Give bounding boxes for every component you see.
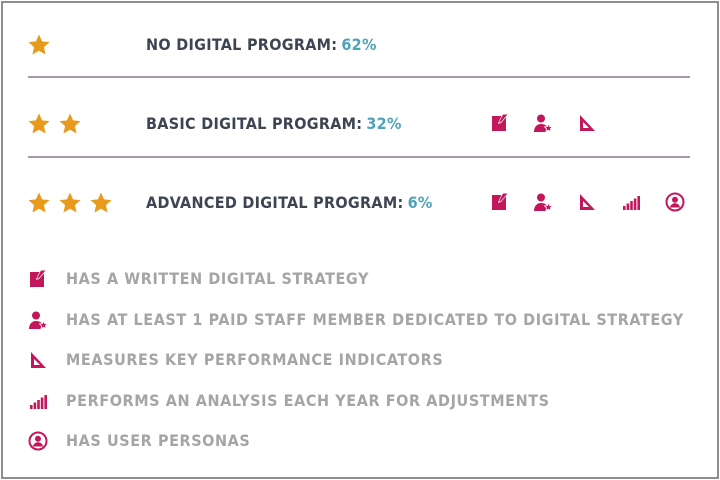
kpi-icon xyxy=(28,350,48,370)
kpi-icon xyxy=(577,113,597,133)
row-divider xyxy=(28,76,690,78)
level-percent: 62% xyxy=(341,35,377,54)
star-rating xyxy=(27,112,89,136)
annual-analysis-icon xyxy=(621,192,641,212)
level-label: ADVANCED DIGITAL PROGRAM: 6% xyxy=(146,193,433,212)
legend-text: HAS USER PERSONAS xyxy=(66,431,251,450)
kpi-icon xyxy=(577,192,597,212)
written-strategy-icon xyxy=(490,192,510,212)
written-strategy-icon xyxy=(490,113,510,133)
annual-analysis-icon xyxy=(28,391,48,411)
user-personas-icon xyxy=(665,192,685,212)
star-icon xyxy=(27,112,51,136)
level-row-basic-digital: BASIC DIGITAL PROGRAM: 32% xyxy=(0,104,720,144)
legend-text: HAS AT LEAST 1 PAID STAFF MEMBER DEDICAT… xyxy=(66,310,684,329)
star-rating xyxy=(27,191,120,215)
legend-text: HAS A WRITTEN DIGITAL STRATEGY xyxy=(66,269,370,288)
star-icon xyxy=(58,112,82,136)
user-personas-icon xyxy=(28,431,48,451)
star-icon xyxy=(58,191,82,215)
row-divider xyxy=(28,156,690,158)
legend-item-annual-analysis: PERFORMS AN ANALYSIS EACH YEAR FOR ADJUS… xyxy=(28,389,708,413)
legend-item-kpi: MEASURES KEY PERFORMANCE INDICATORS xyxy=(28,348,708,372)
legend-text: MEASURES KEY PERFORMANCE INDICATORS xyxy=(66,350,444,369)
star-icon xyxy=(89,191,113,215)
level-label: BASIC DIGITAL PROGRAM: 32% xyxy=(146,114,402,133)
legend-item-user-personas: HAS USER PERSONAS xyxy=(28,429,708,453)
legend-text: PERFORMS AN ANALYSIS EACH YEAR FOR ADJUS… xyxy=(66,391,550,410)
paid-staff-icon xyxy=(533,113,553,133)
level-percent: 6% xyxy=(407,193,433,212)
level-label: NO DIGITAL PROGRAM: 62% xyxy=(146,35,377,54)
legend-item-written-strategy: HAS A WRITTEN DIGITAL STRATEGY xyxy=(28,267,708,291)
paid-staff-icon xyxy=(28,310,48,330)
star-rating xyxy=(27,33,58,57)
star-icon xyxy=(27,191,51,215)
paid-staff-icon xyxy=(533,192,553,212)
level-row-advanced-digital: ADVANCED DIGITAL PROGRAM: 6% xyxy=(0,183,720,223)
legend-item-paid-staff: HAS AT LEAST 1 PAID STAFF MEMBER DEDICAT… xyxy=(28,308,708,332)
level-row-no-digital: NO DIGITAL PROGRAM: 62% xyxy=(0,25,720,65)
star-icon xyxy=(27,33,51,57)
level-percent: 32% xyxy=(366,114,402,133)
written-strategy-icon xyxy=(28,269,48,289)
